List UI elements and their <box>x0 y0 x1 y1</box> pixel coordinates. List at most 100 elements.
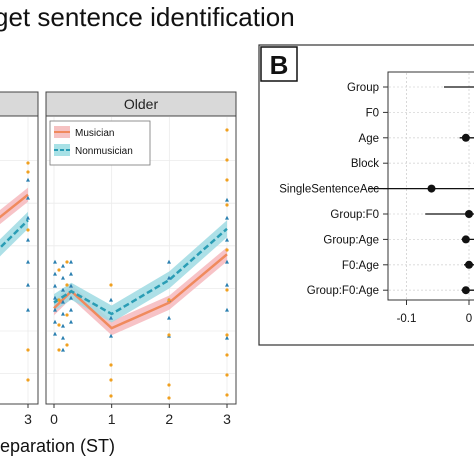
obs-point-nonmusician <box>53 331 57 336</box>
obs-point-nonmusician <box>26 215 30 220</box>
series-line-musician <box>53 253 228 330</box>
obs-point-musician <box>225 393 229 397</box>
obs-point-musician <box>167 396 171 400</box>
obs-point-nonmusician <box>109 333 113 338</box>
obs-point-nonmusician <box>53 307 57 312</box>
obs-point-nonmusician <box>61 287 65 292</box>
obs-point-nonmusician <box>225 197 229 202</box>
obs-point-musician <box>167 383 171 387</box>
x-tick-label: -0.1 <box>397 313 417 325</box>
legend: Musician Nonmusician <box>49 120 151 166</box>
x-tick-label: 2 <box>165 411 173 427</box>
obs-point-nonmusician <box>109 315 113 320</box>
obs-point-nonmusician <box>167 315 171 320</box>
obs-point-nonmusician <box>69 283 73 288</box>
obs-point-musician <box>26 228 30 232</box>
obs-point-nonmusician <box>69 259 73 264</box>
estimate-point <box>427 184 436 193</box>
obs-point-nonmusician <box>69 307 73 312</box>
obs-point-nonmusician <box>61 275 65 280</box>
obs-point-musician <box>57 323 61 327</box>
row-label: Group:F0:Age <box>307 285 379 297</box>
obs-point-musician <box>26 378 30 382</box>
obs-point-musician <box>225 128 229 132</box>
facet-older-label: Older <box>124 96 159 112</box>
panel-b-x-ticks: -0.1 0 <box>397 300 472 325</box>
facet-older-lines <box>53 227 228 330</box>
estimate-point <box>461 286 470 295</box>
obs-point-musician <box>26 170 30 174</box>
row-label: SingleSentenceAcc <box>279 184 379 196</box>
row-label: Group:Age <box>323 234 379 246</box>
panel-b-letter-box <box>260 46 298 82</box>
obs-point-nonmusician <box>53 319 57 324</box>
obs-point-musician <box>57 348 61 352</box>
obs-point-musician <box>225 203 229 207</box>
panel-b-points <box>427 133 473 295</box>
obs-point-musician <box>225 178 229 182</box>
obs-point-nonmusician <box>53 295 57 300</box>
row-label: F0:Age <box>342 260 379 272</box>
obs-point-musician <box>167 333 171 337</box>
x-tick-label: 3 <box>223 411 231 427</box>
facet-older-bands <box>54 220 227 336</box>
obs-point-nonmusician <box>225 282 229 287</box>
obs-point-nonmusician <box>225 259 229 264</box>
obs-point-nonmusician <box>53 259 57 264</box>
obs-point-nonmusician <box>61 299 65 304</box>
obs-point-musician <box>109 378 113 382</box>
x-tick-label: 0 <box>50 411 58 427</box>
obs-point-nonmusician <box>26 195 30 200</box>
obs-point-nonmusician <box>61 347 65 352</box>
obs-point-musician <box>225 248 229 252</box>
obs-point-musician <box>225 158 229 162</box>
series-line-musician <box>0 193 29 219</box>
obs-point-nonmusician <box>61 323 65 328</box>
obs-point-nonmusician <box>53 283 57 288</box>
obs-point-nonmusician <box>167 275 171 280</box>
estimate-point <box>465 260 473 269</box>
obs-point-musician <box>57 298 61 302</box>
obs-point-nonmusician <box>225 335 229 340</box>
ci-band-nonmusician <box>54 220 227 323</box>
estimate-point <box>461 133 470 142</box>
facet-older-points <box>53 128 229 400</box>
panel-a-xlabel: eparation (ST) <box>0 436 115 456</box>
obs-point-musician <box>26 161 30 165</box>
legend-musician-label: Musician <box>75 128 114 139</box>
obs-point-nonmusician <box>26 259 30 264</box>
obs-point-nonmusician <box>109 297 113 302</box>
obs-point-nonmusician <box>26 177 30 182</box>
obs-point-nonmusician <box>26 237 30 242</box>
obs-point-musician <box>225 333 229 337</box>
row-label: Group <box>347 82 379 94</box>
figure-title: get sentence identification <box>0 2 295 32</box>
obs-point-nonmusician <box>167 259 171 264</box>
obs-point-musician <box>109 363 113 367</box>
series-line-nonmusician <box>0 219 29 250</box>
row-label: Group:F0 <box>330 209 379 221</box>
obs-point-musician <box>109 394 113 398</box>
panel-b-letter: B <box>270 50 289 80</box>
panel-b-frame <box>258 44 474 346</box>
obs-point-nonmusician <box>26 282 30 287</box>
obs-point-nonmusician <box>61 311 65 316</box>
obs-point-musician <box>65 260 69 264</box>
facet-left-strip <box>0 91 39 117</box>
obs-point-nonmusician <box>61 263 65 268</box>
obs-point-musician <box>26 348 30 352</box>
panel-b-row-labels: Group F0 Age Block SingleSentenceAcc Group:F0… <box>279 82 388 297</box>
estimate-point <box>461 235 470 244</box>
obs-point-musician <box>225 373 229 377</box>
obs-point-nonmusician <box>61 335 65 340</box>
x-tick-label: 1 <box>108 411 116 427</box>
obs-point-musician <box>109 283 113 287</box>
facet-left-points <box>26 161 30 382</box>
obs-point-musician <box>57 268 61 272</box>
obs-point-nonmusician <box>69 271 73 276</box>
obs-point-nonmusician <box>26 307 30 312</box>
row-label: Block <box>351 158 379 170</box>
row-label: Age <box>359 133 379 145</box>
obs-point-nonmusician <box>225 307 229 312</box>
